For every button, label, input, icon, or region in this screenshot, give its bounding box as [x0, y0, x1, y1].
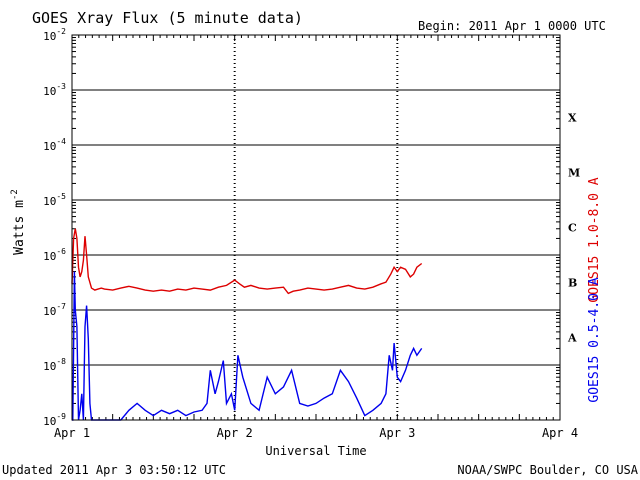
legend-series-short: GOES15 0.5-4.0 A [587, 277, 602, 402]
y-tick-label: 10-8 [43, 357, 66, 373]
x-axis-label: Universal Time [265, 444, 366, 458]
y-axis-label: Watts m-2 [10, 189, 27, 255]
svg-text:Watts m-2: Watts m-2 [10, 189, 27, 255]
y-axis-label-text: Watts m [12, 200, 27, 255]
x-tick-label: Apr 2 [217, 426, 253, 440]
grid-lines [72, 34, 560, 421]
flare-class-label: A [567, 332, 577, 345]
series-lines [71, 228, 423, 421]
x-tick-label: Apr 3 [379, 426, 415, 440]
y-axis-label-exponent: -2 [10, 189, 20, 200]
y-tick-label: 10-9 [43, 412, 66, 428]
legend-goes15-long: GOES15 1.0-8.0 A [587, 177, 602, 302]
x-tick-labels: Apr 1 Apr 2 Apr 3 Apr 4 [54, 426, 578, 440]
begin-time: Begin: 2011 Apr 1 0000 UTC [418, 19, 606, 33]
y-tick-label: 10-5 [43, 192, 66, 208]
updated-time: Updated 2011 Apr 3 03:50:12 UTC [2, 463, 226, 477]
y-tick-label: 10-6 [43, 247, 66, 263]
series-line-1 [72, 271, 423, 421]
series-line-0 [71, 228, 423, 295]
flare-class-label: X [568, 112, 577, 125]
y-tick-label: 10-4 [43, 137, 66, 153]
x-tick-label: Apr 4 [542, 426, 578, 440]
y-tick-label: 10-3 [43, 82, 66, 98]
minor-ticks [71, 35, 561, 420]
flare-class-label: M [568, 167, 580, 180]
legend-goes15-short: GOES15 0.5-4.0 A [587, 277, 602, 402]
credit: NOAA/SWPC Boulder, CO USA [457, 463, 638, 477]
legend-series-long: GOES15 1.0-8.0 A [587, 177, 602, 302]
flare-class-label: C [568, 222, 577, 235]
chart-title: GOES Xray Flux (5 minute data) [32, 9, 303, 27]
plot-frame [71, 34, 561, 421]
flare-class-labels: X M C B A [567, 112, 580, 345]
y-tick-label: 10-2 [43, 27, 66, 43]
x-tick-label: Apr 1 [54, 426, 90, 440]
y-tick-label: 10-7 [43, 302, 66, 318]
y-tick-labels: 10-2 10-3 10-4 10-5 10-6 10-7 10-8 10-9 [43, 27, 66, 428]
flare-class-label: B [568, 277, 577, 290]
